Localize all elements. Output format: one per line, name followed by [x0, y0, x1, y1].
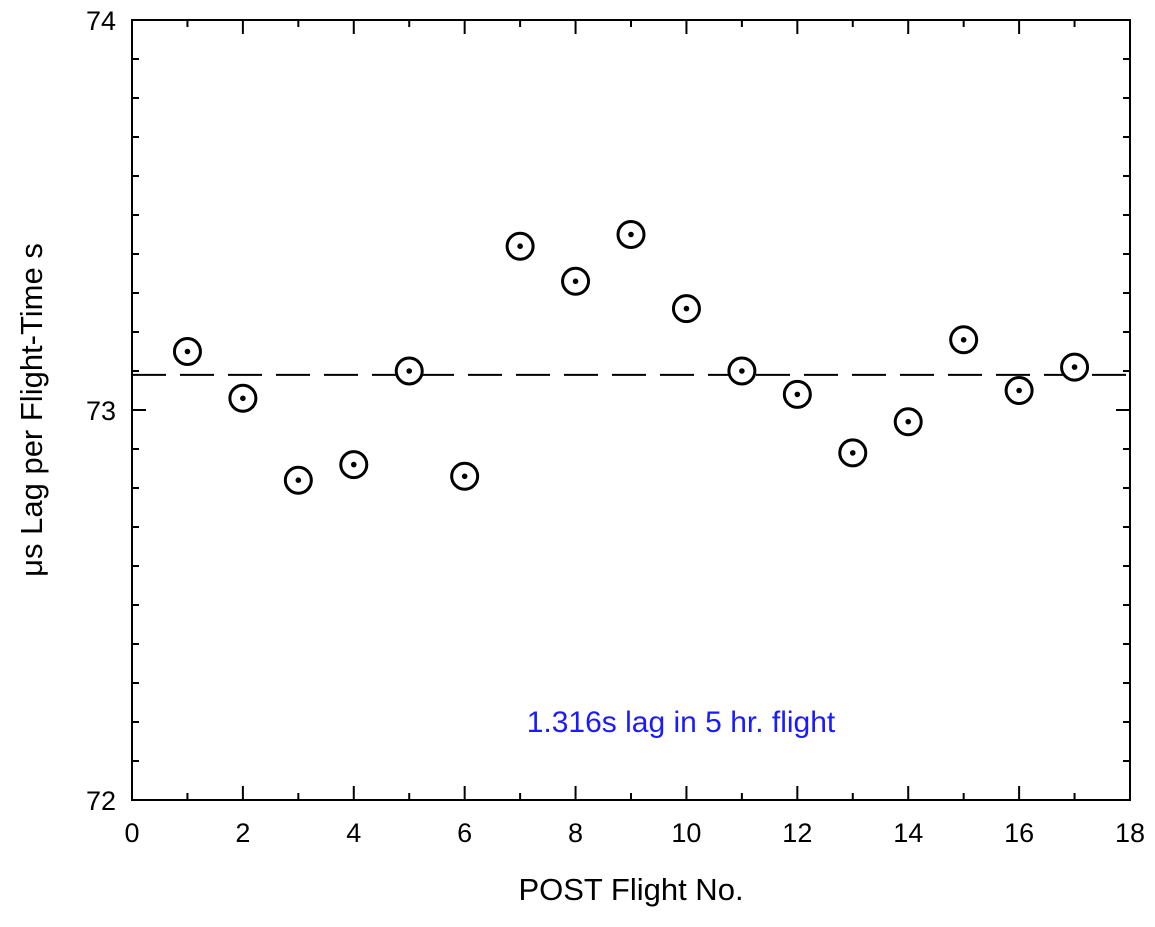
data-point-center: [628, 231, 634, 238]
data-points: [172, 220, 1090, 495]
data-point: [339, 450, 369, 480]
data-point-center: [905, 418, 912, 425]
data-point-center: [960, 337, 967, 343]
plot-frame: [131, 19, 1131, 801]
data-point-center: [1016, 387, 1022, 394]
data-point: [505, 231, 535, 261]
x-tick-label: 18: [1115, 818, 1145, 848]
y-axis-title: μs Lag per Flight-Time s: [14, 243, 49, 577]
data-point: [949, 325, 979, 355]
x-axis-title: POST Flight No.: [518, 872, 743, 907]
data-point: [1060, 352, 1090, 382]
y-tick-label: 73: [86, 396, 116, 426]
data-point: [228, 383, 258, 413]
data-point-center: [1071, 364, 1078, 370]
data-point: [394, 356, 424, 386]
x-tick-label: 8: [568, 818, 583, 848]
data-point: [616, 220, 646, 249]
data-point: [838, 438, 868, 468]
x-tick-label: 4: [346, 818, 361, 848]
x-tick-label: 14: [893, 818, 923, 848]
data-point: [283, 465, 313, 495]
data-point-center: [406, 368, 413, 374]
y-tick-label: 72: [86, 786, 116, 816]
x-tick-label: 6: [457, 818, 472, 848]
data-point-center: [517, 243, 523, 249]
data-point: [671, 294, 701, 324]
plot-border: [131, 19, 1131, 801]
data-point: [782, 379, 812, 409]
y-tick-label: 74: [86, 6, 116, 36]
data-point-center: [350, 461, 357, 468]
x-tick-label: 2: [235, 818, 250, 848]
data-point-center: [572, 278, 579, 285]
data-point-center: [240, 395, 246, 402]
data-point-center: [461, 473, 468, 480]
data-point: [727, 356, 757, 386]
x-tick-label: 12: [782, 818, 812, 848]
data-point-center: [295, 477, 302, 484]
data-point-center: [184, 348, 191, 355]
data-point: [172, 337, 202, 366]
data-point: [561, 266, 591, 296]
x-tick-label: 0: [124, 818, 139, 848]
axis-ticks: [131, 19, 1131, 801]
data-point-center: [849, 450, 856, 456]
data-point: [893, 407, 923, 437]
tick-labels: 0 2 4 6 8 10 12 14 16 18 72 73 74: [86, 6, 1145, 848]
annotation-text: 1.316s lag in 5 hr. flight: [527, 706, 836, 739]
data-point: [1004, 376, 1034, 405]
x-tick-label: 16: [1004, 818, 1034, 848]
data-point-center: [739, 368, 745, 374]
data-point: [450, 461, 480, 491]
x-tick-label: 10: [671, 818, 701, 848]
data-point-center: [794, 391, 801, 398]
data-point-center: [683, 305, 690, 312]
